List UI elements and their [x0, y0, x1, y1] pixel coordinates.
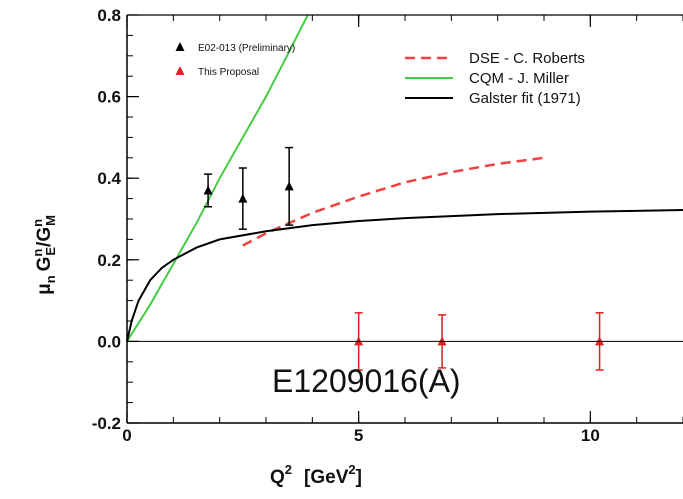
data-point — [203, 185, 213, 195]
x-axis-unit-close: ] — [356, 467, 362, 488]
x-tick-label: 0 — [122, 426, 131, 445]
series-line-3 — [126, 209, 683, 342]
legend-label: Galster fit (1971) — [469, 90, 581, 107]
legend-label: E02-013 (Preliminary) — [198, 43, 295, 54]
proposal-annotation: E1209016(A) — [272, 363, 461, 399]
legend-label: DSE - C. Roberts — [469, 50, 585, 67]
x-tick-label: 5 — [354, 426, 363, 445]
y-tick-label: 0.2 — [97, 251, 121, 270]
y-axis-slash: /G — [34, 227, 55, 247]
x-tick-label: 10 — [581, 426, 600, 445]
legend-marker — [175, 66, 185, 75]
legend-marker — [175, 42, 185, 51]
x-axis-q: Q — [270, 467, 285, 488]
legend-label: CQM - J. Miller — [469, 70, 569, 87]
y-tick-label: 0.8 — [97, 6, 121, 25]
x-axis-unit: [GeV — [304, 467, 349, 488]
y-axis-title: μnGnE/GnM — [30, 215, 58, 295]
y-tick-label: -0.2 — [92, 414, 121, 433]
x-axis-q-sup: 2 — [285, 462, 292, 477]
y-axis-ge-sub: E — [43, 247, 58, 256]
y-tick-label: 0.0 — [97, 332, 121, 351]
series-line-1 — [242, 156, 545, 247]
x-axis-title: Q2 [GeV2] — [270, 462, 362, 488]
y-axis-gm-sup: n — [30, 219, 45, 227]
y-tick-label: 0.4 — [97, 169, 121, 188]
series-line-2 — [126, 14, 309, 342]
y-axis-mu-sub: n — [43, 275, 58, 283]
y-axis-gm-sub: M — [43, 215, 58, 226]
y-axis-ge: G — [34, 257, 55, 272]
y-tick-label: 0.6 — [97, 88, 121, 107]
y-axis-mu: μ — [34, 283, 55, 295]
svg-text:μnGnE/GnM: μnGnE/GnM — [30, 215, 58, 295]
x-axis-unit-sup: 2 — [348, 462, 355, 477]
data-point — [238, 193, 248, 203]
legend-label: This Proposal — [198, 67, 259, 78]
data-point — [284, 181, 294, 191]
y-axis-ge-sup: n — [30, 249, 45, 257]
